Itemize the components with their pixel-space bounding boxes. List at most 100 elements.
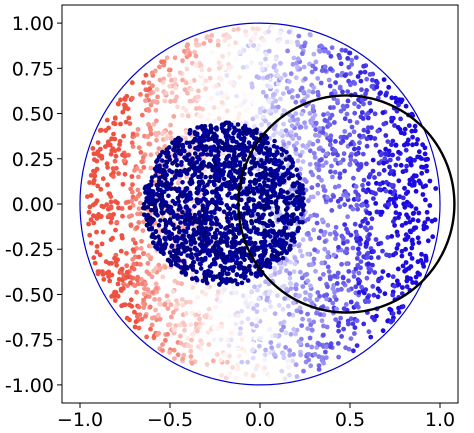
data-point	[390, 311, 396, 317]
data-point	[286, 140, 292, 146]
data-point	[221, 239, 226, 244]
data-point	[234, 93, 240, 99]
data-point	[286, 364, 292, 370]
data-point	[403, 103, 409, 109]
data-point	[200, 242, 205, 247]
data-point	[320, 148, 326, 154]
data-point	[310, 89, 316, 95]
data-point	[208, 149, 214, 154]
data-point	[361, 177, 367, 183]
data-point	[368, 334, 374, 340]
data-point	[159, 206, 164, 211]
data-point	[140, 228, 146, 234]
data-point	[276, 217, 282, 223]
data-point	[288, 259, 293, 265]
data-point	[194, 276, 199, 282]
data-point	[204, 361, 210, 367]
data-point	[160, 131, 165, 137]
data-point	[280, 178, 286, 184]
data-point	[363, 287, 369, 292]
data-point	[249, 218, 254, 224]
data-point	[354, 318, 360, 324]
data-point	[235, 107, 241, 112]
data-point	[294, 205, 300, 211]
data-point	[259, 122, 264, 128]
data-point	[170, 161, 175, 166]
data-point	[144, 222, 150, 228]
data-point	[245, 145, 251, 151]
data-point	[327, 83, 333, 89]
data-point	[304, 342, 310, 348]
data-point	[425, 216, 431, 222]
data-point	[356, 280, 362, 286]
data-point	[321, 48, 327, 54]
data-point	[136, 174, 141, 180]
data-point	[202, 215, 207, 220]
data-point	[227, 223, 232, 229]
data-point	[239, 346, 245, 352]
data-point	[134, 225, 140, 230]
data-point	[187, 214, 192, 220]
data-point	[404, 163, 409, 169]
data-point	[411, 181, 417, 187]
data-point	[321, 187, 327, 193]
data-point	[220, 140, 225, 145]
data-point	[173, 154, 178, 159]
data-point	[179, 112, 185, 118]
data-point	[225, 243, 230, 248]
data-point	[324, 292, 330, 298]
data-point	[162, 265, 168, 270]
data-point	[105, 139, 111, 145]
data-point	[125, 199, 131, 205]
data-point	[382, 291, 388, 297]
data-point	[247, 264, 252, 269]
data-point	[204, 34, 210, 39]
data-point	[315, 290, 321, 295]
data-point	[328, 66, 334, 72]
data-point	[238, 166, 244, 172]
data-point	[225, 154, 230, 160]
data-point	[391, 219, 396, 225]
data-point	[184, 43, 190, 49]
data-point	[175, 162, 180, 168]
data-point	[115, 293, 121, 299]
data-point	[277, 30, 283, 36]
data-point	[368, 267, 374, 273]
data-point	[355, 195, 360, 201]
data-point	[232, 80, 238, 86]
data-point	[206, 268, 211, 274]
data-point	[288, 71, 294, 77]
data-point	[300, 216, 305, 222]
data-point	[254, 323, 259, 329]
data-point	[349, 124, 355, 130]
data-point	[214, 250, 220, 255]
data-point	[308, 363, 314, 369]
data-point	[221, 147, 227, 153]
data-point	[266, 177, 271, 183]
data-point	[409, 237, 415, 243]
data-point	[278, 265, 284, 271]
data-point	[106, 191, 112, 197]
data-point	[363, 240, 369, 246]
data-point	[242, 224, 248, 230]
data-point	[351, 348, 356, 354]
data-point	[352, 331, 357, 336]
data-point	[161, 250, 166, 255]
data-point	[226, 313, 232, 319]
data-point	[158, 202, 164, 207]
data-point	[216, 116, 222, 121]
data-point	[158, 218, 163, 223]
data-point	[294, 151, 299, 157]
data-point	[202, 191, 207, 197]
data-point	[261, 337, 267, 343]
data-point	[169, 243, 175, 248]
data-point	[244, 352, 250, 358]
data-point	[375, 294, 381, 300]
data-point	[403, 220, 409, 226]
data-point	[355, 206, 360, 212]
data-point	[319, 217, 325, 223]
data-point	[378, 90, 383, 96]
data-point	[250, 197, 256, 202]
data-point	[145, 134, 151, 140]
data-point	[311, 151, 317, 156]
